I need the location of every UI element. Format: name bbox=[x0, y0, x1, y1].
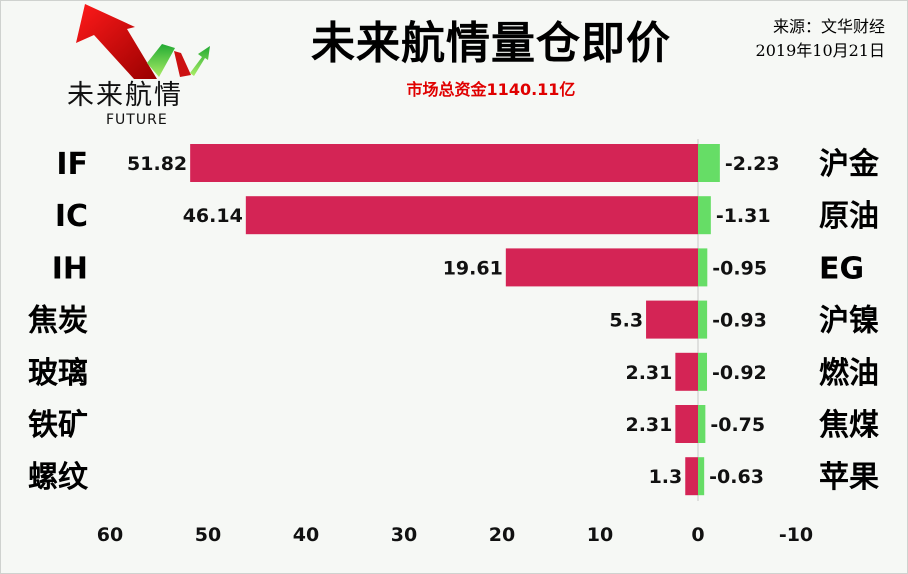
category-label: 焦煤 bbox=[819, 408, 879, 443]
bar-焦炭 bbox=[646, 300, 698, 339]
bar-EG bbox=[698, 248, 708, 287]
category-label: 铁矿 bbox=[28, 408, 88, 443]
logo-subtext: FUTURE bbox=[106, 112, 168, 128]
value-label: -1.31 bbox=[716, 205, 771, 227]
category-label: 燃油 bbox=[819, 356, 879, 391]
value-label: 19.61 bbox=[443, 257, 503, 279]
value-label: 2.31 bbox=[625, 414, 672, 436]
bar-IH bbox=[505, 248, 698, 287]
page-title: 未来航情量仓即价 bbox=[311, 18, 671, 69]
value-label: 51.82 bbox=[127, 153, 187, 175]
category-label: 原油 bbox=[819, 199, 879, 234]
total-funds: 市场总资金1140.11亿 bbox=[406, 80, 576, 99]
bar-燃油 bbox=[698, 352, 708, 391]
category-label: 沪镍 bbox=[819, 304, 879, 339]
category-label: EG bbox=[819, 251, 864, 286]
value-label: -0.93 bbox=[712, 310, 767, 332]
value-label: -2.23 bbox=[725, 153, 780, 175]
category-label: 玻璃 bbox=[28, 356, 88, 391]
bar-沪金 bbox=[698, 144, 720, 182]
value-label: -0.63 bbox=[709, 466, 764, 488]
bar-原油 bbox=[698, 196, 711, 235]
value-label: 5.3 bbox=[609, 310, 643, 332]
date-label: 2019年10月21日 bbox=[755, 41, 885, 60]
value-label: 2.31 bbox=[625, 362, 672, 384]
bar-沪镍 bbox=[698, 300, 708, 339]
category-label: 苹果 bbox=[819, 460, 879, 495]
tick-label: 20 bbox=[489, 524, 515, 546]
category-label: 焦炭 bbox=[28, 304, 88, 339]
value-label: 46.14 bbox=[183, 205, 243, 227]
tick-label: -10 bbox=[779, 524, 813, 546]
value-label: 1.3 bbox=[649, 466, 683, 488]
bar-IC bbox=[245, 196, 698, 235]
category-label: IF bbox=[56, 147, 88, 182]
category-label: 螺纹 bbox=[28, 460, 89, 495]
category-label: 沪金 bbox=[819, 147, 880, 182]
bar-螺纹 bbox=[685, 457, 698, 496]
bar-IF bbox=[190, 144, 698, 182]
value-label: -0.95 bbox=[712, 257, 767, 279]
category-label: IH bbox=[52, 251, 88, 286]
logo-text: 未来航情 bbox=[67, 80, 183, 111]
source-block: 来源：文华财经 2019年10月21日 bbox=[756, 15, 885, 63]
bar-玻璃 bbox=[675, 352, 698, 391]
bar-铁矿 bbox=[675, 405, 698, 443]
tick-label: 0 bbox=[691, 524, 704, 546]
bar-焦煤 bbox=[698, 405, 706, 443]
value-label: -0.75 bbox=[710, 414, 765, 436]
source-label: 来源：文华财经 bbox=[772, 17, 885, 36]
logo-arrows-icon bbox=[76, 4, 210, 79]
tick-label: 60 bbox=[97, 524, 123, 546]
tick-label: 40 bbox=[293, 524, 319, 546]
bar-苹果 bbox=[698, 457, 705, 496]
tick-label: 10 bbox=[587, 524, 613, 546]
tick-label: 50 bbox=[195, 524, 221, 546]
category-label: IC bbox=[55, 199, 88, 234]
tick-label: 30 bbox=[391, 524, 417, 546]
value-label: -0.92 bbox=[712, 362, 767, 384]
